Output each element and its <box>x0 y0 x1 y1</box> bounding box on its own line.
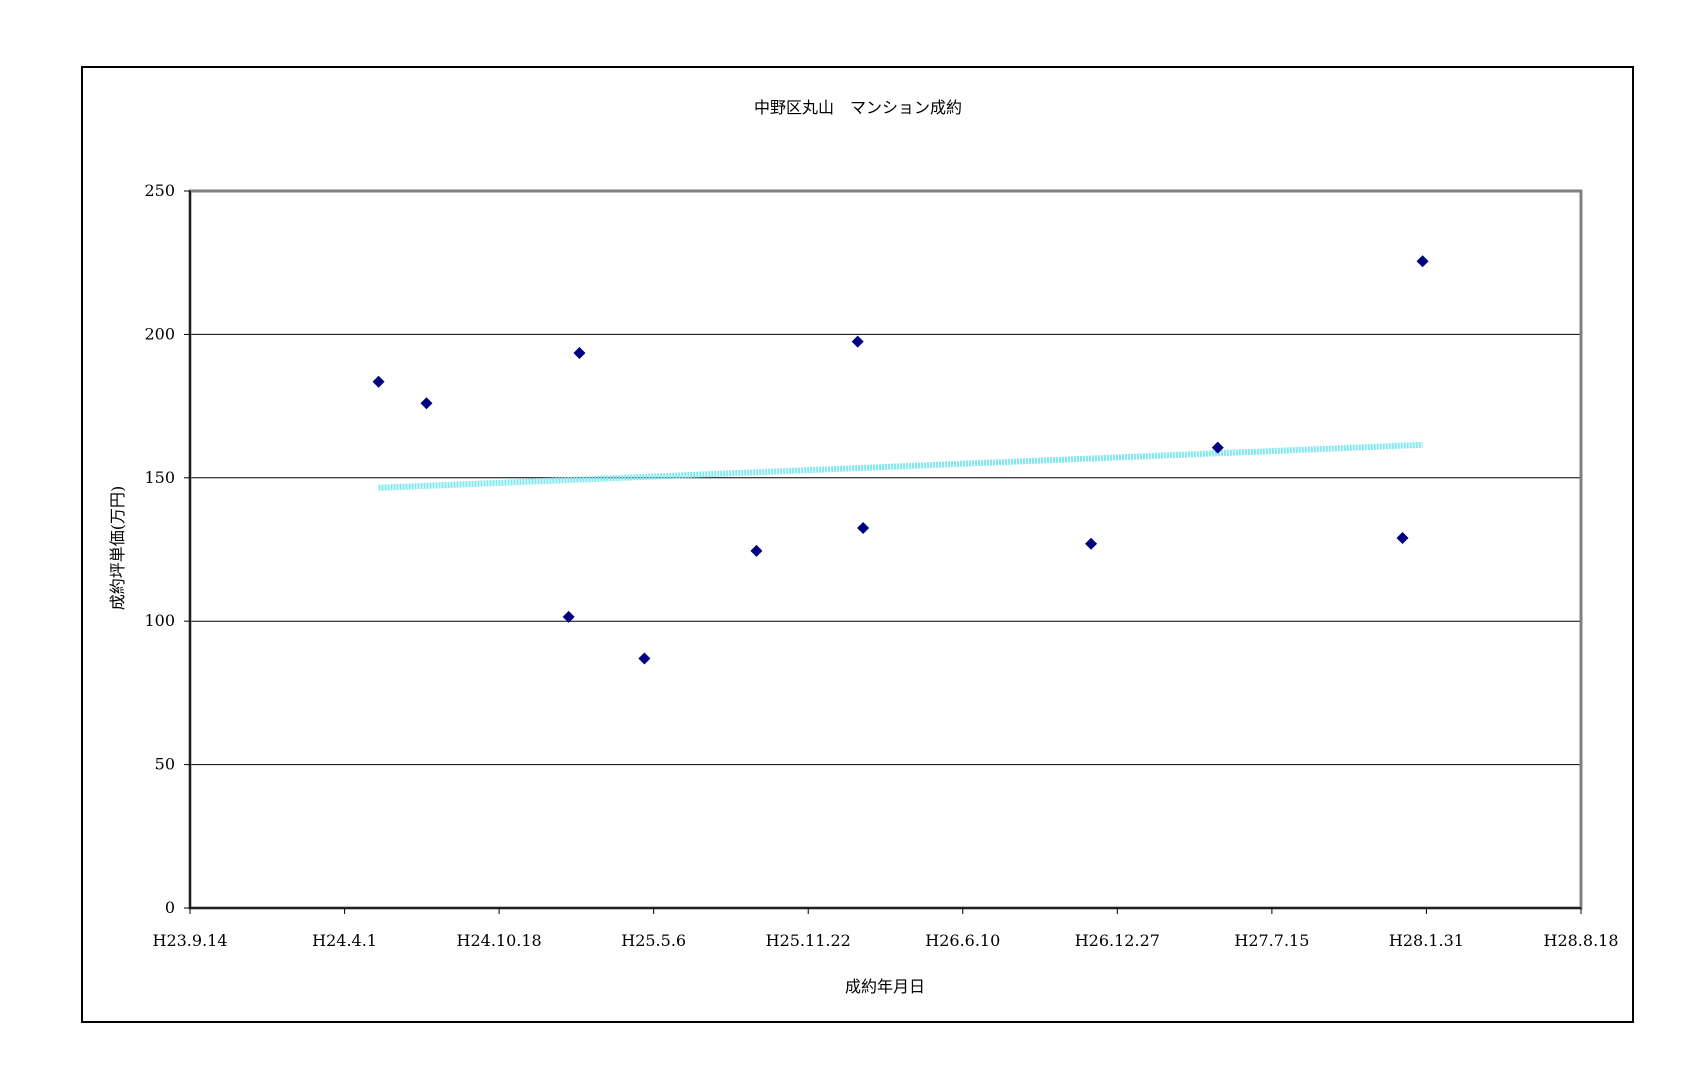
y-tick-label: 200 <box>144 324 175 343</box>
plot-area <box>188 189 1583 910</box>
trendline <box>378 441 1423 491</box>
data-point <box>1416 255 1429 268</box>
data-point <box>573 347 586 360</box>
data-point <box>638 652 651 665</box>
x-tick-label: H25.11.22 <box>766 931 851 950</box>
data-point <box>372 375 385 388</box>
data-point <box>1211 441 1224 454</box>
data-point <box>1396 532 1409 545</box>
x-tick-label: H27.7.15 <box>1234 931 1309 950</box>
x-tick-label: H25.5.6 <box>621 931 686 950</box>
x-tick-label: H28.8.18 <box>1543 931 1618 950</box>
data-point <box>851 335 864 348</box>
y-tick-label: 250 <box>144 181 175 200</box>
x-tick-label: H26.6.10 <box>925 931 1000 950</box>
x-tick-label: H24.10.18 <box>457 931 542 950</box>
x-tick-label: H28.1.31 <box>1389 931 1464 950</box>
data-point <box>750 544 763 557</box>
x-axis-label: 成約年月日 <box>845 977 925 996</box>
x-tick-label: H26.12.27 <box>1075 931 1160 950</box>
y-tick-label: 0 <box>165 898 175 917</box>
data-points <box>372 255 1429 665</box>
y-tick-label: 150 <box>144 468 175 487</box>
y-tick-label: 100 <box>144 611 175 630</box>
data-point <box>562 610 575 623</box>
y-axis-ticks: 0 50 100 150 200 250 <box>144 181 190 917</box>
data-point <box>857 521 870 534</box>
y-axis-label: 成約坪単価(万円) <box>108 486 127 611</box>
x-tick-label: H23.9.14 <box>152 931 227 950</box>
chart-title: 中野区丸山 マンション成約 <box>754 98 962 117</box>
trendline-layer <box>378 441 1423 491</box>
gridlines <box>190 333 1581 766</box>
data-point <box>420 397 433 410</box>
y-tick-label: 50 <box>155 755 175 774</box>
chart-frame <box>81 66 1634 1023</box>
data-point <box>1085 537 1098 550</box>
x-tick-label: H24.4.1 <box>312 931 377 950</box>
x-axis-ticks: H23.9.14 H24.4.1 H24.10.18 H25.5.6 H25.11.22… <box>152 908 1619 950</box>
